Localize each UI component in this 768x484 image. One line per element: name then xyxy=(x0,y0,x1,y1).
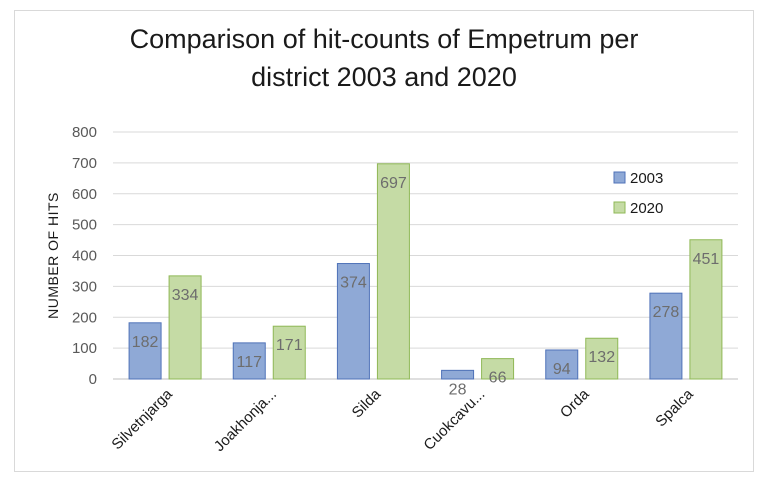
data-label: 182 xyxy=(132,334,159,351)
bar-2003 xyxy=(545,349,579,380)
data-label: 94 xyxy=(553,361,571,378)
y-tick-label: 100 xyxy=(72,340,97,357)
data-label: 278 xyxy=(653,304,680,321)
y-axis-title: NUMBER OF HITS xyxy=(45,192,61,319)
legend-label-2003: 2003 xyxy=(630,170,663,187)
data-label: 132 xyxy=(588,349,615,366)
bar-2003 xyxy=(232,342,266,380)
y-tick-label: 600 xyxy=(72,186,97,203)
data-label: 28 xyxy=(449,381,467,398)
data-label: 451 xyxy=(693,251,720,268)
legend-swatch-2003 xyxy=(613,171,626,184)
category-label: Joakhonja... xyxy=(211,386,280,455)
data-label: 171 xyxy=(276,337,303,354)
bar-2020 xyxy=(272,325,306,380)
y-tick-label: 800 xyxy=(72,124,97,141)
category-label: Orda xyxy=(557,385,593,421)
category-label: Silvetnjarga xyxy=(108,385,176,453)
bar-2020 xyxy=(168,275,202,380)
y-tick-label: 0 xyxy=(89,371,97,388)
y-tick-label: 700 xyxy=(72,155,97,172)
data-label: 697 xyxy=(380,175,407,192)
chart-title: Comparison of hit-counts of Empetrum per… xyxy=(129,24,639,92)
category-label: Spalca xyxy=(652,385,697,430)
category-label: Silda xyxy=(349,385,385,421)
legend-swatch-2020 xyxy=(613,201,626,214)
data-label: 117 xyxy=(236,354,262,371)
bar-2020 xyxy=(689,239,723,380)
y-tick-label: 400 xyxy=(72,248,97,265)
bar-2003 xyxy=(649,292,683,380)
bar-2020 xyxy=(585,337,619,380)
bar-2003 xyxy=(336,263,370,380)
data-label: 334 xyxy=(172,287,199,304)
bar-2020 xyxy=(376,163,410,380)
data-label: 66 xyxy=(489,370,507,387)
y-tick-label: 300 xyxy=(72,278,97,295)
data-label: 374 xyxy=(340,275,367,292)
bar-2020 xyxy=(481,358,515,380)
y-tick-label: 500 xyxy=(72,217,97,234)
bar-2003 xyxy=(128,322,162,380)
bar-2003 xyxy=(441,369,475,380)
y-tick-label: 200 xyxy=(72,309,97,326)
legend-label-2020: 2020 xyxy=(630,200,663,217)
